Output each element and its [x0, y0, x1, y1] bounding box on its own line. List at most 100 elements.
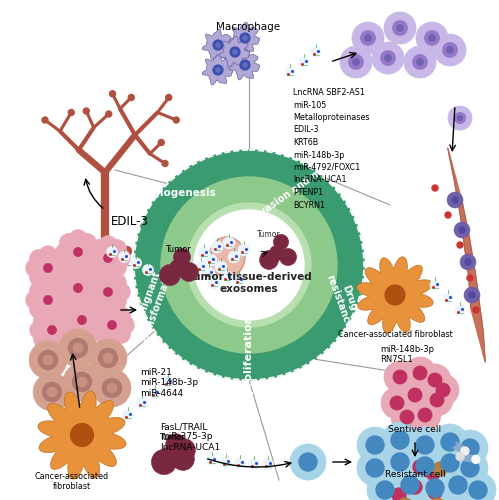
Circle shape [211, 241, 223, 253]
Circle shape [381, 387, 413, 419]
Circle shape [461, 459, 479, 477]
Text: Tumor tissue-derived
exosomes: Tumor tissue-derived exosomes [187, 272, 311, 294]
Circle shape [59, 252, 78, 270]
Circle shape [460, 254, 476, 270]
Circle shape [55, 242, 74, 262]
Circle shape [77, 377, 87, 387]
Circle shape [262, 458, 273, 469]
Circle shape [233, 274, 245, 286]
Circle shape [416, 457, 434, 475]
Circle shape [428, 374, 442, 386]
Circle shape [93, 369, 131, 407]
Text: Malignant
transformation: Malignant transformation [129, 257, 178, 342]
Circle shape [108, 292, 127, 310]
Circle shape [82, 302, 101, 320]
Circle shape [432, 185, 438, 191]
Circle shape [357, 427, 393, 463]
Circle shape [404, 357, 436, 389]
Circle shape [221, 456, 232, 468]
Circle shape [131, 258, 142, 268]
Circle shape [38, 246, 57, 264]
Circle shape [174, 248, 191, 266]
Circle shape [33, 312, 52, 330]
Circle shape [85, 310, 104, 330]
Circle shape [29, 268, 48, 286]
Circle shape [162, 445, 182, 465]
Text: miR-21
miR-148b-3p
miR-4644: miR-21 miR-148b-3p miR-4644 [140, 368, 198, 398]
Circle shape [208, 277, 220, 289]
Circle shape [59, 310, 78, 330]
Circle shape [78, 252, 97, 270]
Polygon shape [229, 22, 259, 53]
Text: Invasion and metastasis: Invasion and metastasis [250, 140, 365, 224]
Circle shape [104, 288, 112, 296]
Circle shape [59, 270, 78, 288]
Circle shape [467, 275, 473, 281]
Circle shape [112, 324, 131, 344]
Circle shape [382, 422, 418, 458]
Text: Tumor: Tumor [159, 433, 185, 442]
Circle shape [180, 262, 199, 281]
Circle shape [441, 454, 459, 472]
Circle shape [393, 370, 407, 384]
Circle shape [150, 388, 161, 398]
Circle shape [63, 320, 82, 338]
Circle shape [198, 247, 210, 259]
Circle shape [397, 25, 403, 31]
Circle shape [216, 43, 220, 47]
Circle shape [230, 47, 240, 57]
Circle shape [106, 246, 117, 258]
Circle shape [408, 388, 422, 402]
Circle shape [213, 65, 223, 75]
Text: Tumor: Tumor [165, 245, 191, 254]
Circle shape [428, 485, 442, 499]
Circle shape [384, 12, 416, 44]
Circle shape [68, 230, 87, 248]
Text: Macrophage: Macrophage [216, 22, 280, 32]
Circle shape [413, 55, 427, 69]
Text: Cell proliferation: Cell proliferation [244, 316, 254, 421]
Circle shape [73, 343, 83, 353]
Circle shape [78, 316, 86, 324]
Circle shape [134, 150, 364, 380]
Circle shape [82, 320, 101, 338]
Circle shape [108, 274, 127, 292]
Circle shape [408, 480, 422, 494]
Circle shape [352, 22, 384, 54]
Polygon shape [202, 54, 233, 85]
Circle shape [108, 258, 127, 276]
Circle shape [89, 240, 108, 258]
Circle shape [285, 67, 295, 77]
Circle shape [115, 316, 134, 334]
Circle shape [413, 460, 427, 474]
Circle shape [457, 242, 463, 248]
Circle shape [436, 384, 450, 396]
Circle shape [426, 466, 440, 480]
Circle shape [447, 47, 453, 53]
Circle shape [361, 31, 375, 45]
Circle shape [55, 278, 74, 297]
Ellipse shape [447, 439, 455, 447]
Text: FasL/TRAIL
miR-375-3p
lncRNA-UCA1: FasL/TRAIL miR-375-3p lncRNA-UCA1 [160, 422, 220, 452]
Circle shape [243, 36, 247, 40]
Circle shape [163, 376, 174, 388]
Polygon shape [448, 148, 485, 362]
Circle shape [473, 307, 479, 313]
Circle shape [104, 317, 120, 333]
Circle shape [29, 282, 48, 300]
Circle shape [103, 353, 113, 363]
Circle shape [40, 292, 56, 308]
Circle shape [78, 270, 97, 288]
Circle shape [392, 467, 428, 500]
Circle shape [104, 254, 112, 262]
Circle shape [173, 438, 196, 462]
Circle shape [44, 264, 52, 272]
Circle shape [426, 479, 444, 497]
Circle shape [432, 424, 468, 460]
Text: Sentive cell: Sentive cell [388, 425, 442, 434]
Circle shape [393, 21, 407, 35]
Circle shape [434, 34, 466, 66]
Circle shape [425, 454, 455, 484]
Circle shape [430, 498, 444, 500]
Circle shape [407, 427, 443, 463]
